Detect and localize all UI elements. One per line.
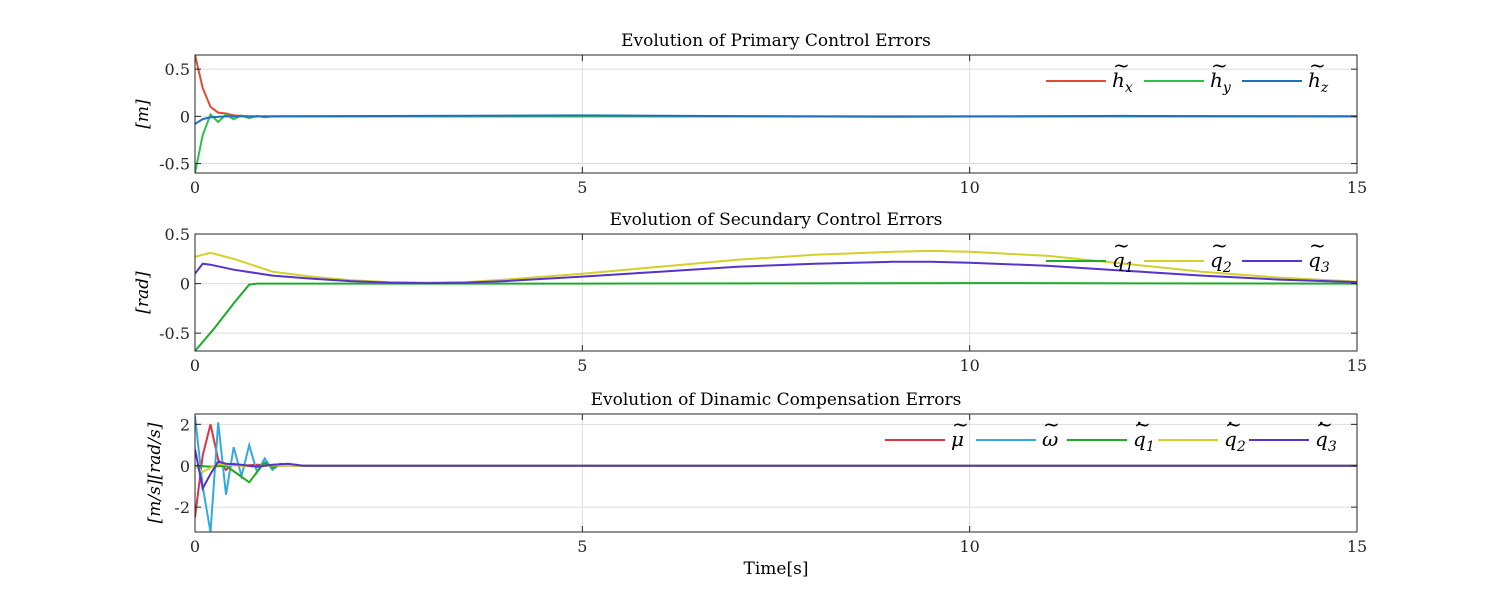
y-tick-label: -0.5 xyxy=(159,155,190,174)
x-tick-label: 15 xyxy=(1347,178,1367,197)
svg-text:~: ~ xyxy=(1316,412,1333,436)
y-tick-label: -2 xyxy=(174,498,190,517)
legend: hx~hy~hz~ xyxy=(1046,53,1329,96)
legend-label: q2 xyxy=(1210,248,1232,276)
svg-text:~: ~ xyxy=(1113,233,1130,257)
axes-frame xyxy=(194,54,1358,174)
svg-text:~: ~ xyxy=(1211,53,1228,77)
x-axis-label: Time[s] xyxy=(744,559,809,579)
subplot-3: 0 5 10 15 -2 0 2 Evolution of Dinamic Compensat… xyxy=(145,390,1367,579)
y-tick-label: -0.5 xyxy=(159,324,190,343)
x-tick-label: 10 xyxy=(959,356,979,375)
chart-title: Evolution of Dinamic Compensation Errors xyxy=(591,390,962,410)
y-tick-label: 0 xyxy=(180,457,190,476)
series-line-3-5 xyxy=(195,449,1357,492)
svg-text:.: . xyxy=(1227,405,1233,429)
y-tick-label: 2 xyxy=(180,415,190,434)
legend-label: μ xyxy=(951,427,964,451)
svg-text:.: . xyxy=(1318,405,1324,429)
series-line-2-1 xyxy=(195,282,1357,351)
svg-text:~: ~ xyxy=(1113,53,1130,77)
legend-label: q1 xyxy=(1112,248,1134,276)
y-axis-label: [rad] xyxy=(133,271,153,314)
x-tick-label: 0 xyxy=(190,537,200,556)
legend-label: q1 xyxy=(1133,427,1155,455)
x-tick-label: 15 xyxy=(1347,356,1367,375)
x-tick-label: 5 xyxy=(577,537,587,556)
svg-text:~: ~ xyxy=(1043,412,1060,436)
y-tick-label: 0 xyxy=(180,275,190,294)
x-tick-label: 5 xyxy=(577,178,587,197)
legend-label: ω xyxy=(1042,427,1058,451)
legend-label: q3 xyxy=(1315,427,1337,455)
y-axis-label: [m/s][rad/s] xyxy=(145,422,165,523)
y-tick-label: 0 xyxy=(180,107,190,126)
legend-label: hx xyxy=(1112,68,1133,96)
axes-frame xyxy=(194,413,1358,533)
series-line-2-3 xyxy=(195,260,1357,285)
y-axis-label: [m] xyxy=(133,99,153,129)
x-tick-label: 0 xyxy=(190,178,200,197)
x-tick-label: 15 xyxy=(1347,537,1367,556)
legend-label: q2 xyxy=(1224,427,1246,455)
svg-text:~: ~ xyxy=(1309,233,1326,257)
series-line-1-3 xyxy=(195,114,1357,125)
chart-title: Evolution of Primary Control Errors xyxy=(621,31,931,51)
y-tick-label: 0.5 xyxy=(165,225,190,244)
x-tick-label: 10 xyxy=(959,178,979,197)
x-tick-label: 10 xyxy=(959,537,979,556)
x-tick-label: 5 xyxy=(577,356,587,375)
y-tick-label: 0.5 xyxy=(165,60,190,79)
svg-text:~: ~ xyxy=(1309,53,1326,77)
legend-label: hy xyxy=(1210,68,1232,96)
legend: μ~ω~q1~.q2~.q3~. xyxy=(885,405,1337,455)
legend-label: q3 xyxy=(1308,248,1330,276)
series-line-2-2 xyxy=(195,249,1357,284)
legend-label: hz xyxy=(1308,68,1329,96)
legend: q1~q2~q3~ xyxy=(1046,233,1330,276)
svg-text:~: ~ xyxy=(952,412,969,436)
svg-text:~: ~ xyxy=(1211,233,1228,257)
svg-text:~: ~ xyxy=(1134,412,1151,436)
svg-text:~: ~ xyxy=(1225,412,1242,436)
chart-title: Evolution of Secundary Control Errors xyxy=(610,210,943,230)
axes-frame xyxy=(194,233,1358,352)
x-tick-label: 0 xyxy=(190,356,200,375)
svg-text:.: . xyxy=(1136,405,1142,429)
